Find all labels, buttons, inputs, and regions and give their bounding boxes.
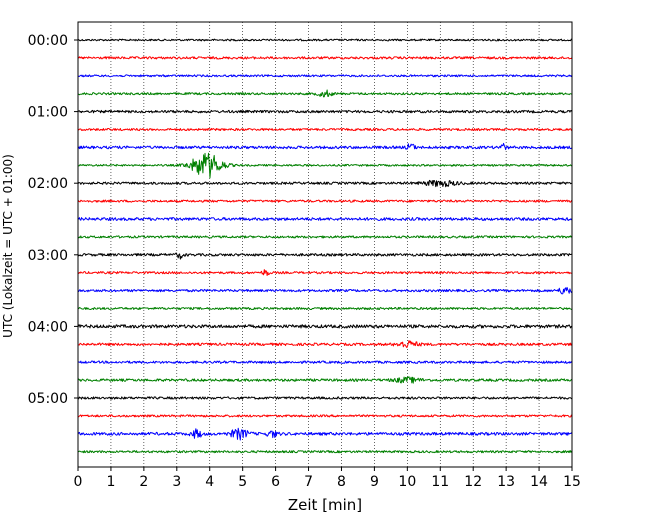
- seismic-trace-0345: [78, 306, 573, 311]
- y-axis-title: UTC (Lokalzeit = UTC + 01:00): [1, 154, 15, 338]
- x-tick-label: 14: [530, 474, 548, 490]
- x-tick-label: 11: [431, 474, 449, 490]
- x-tick-label: 0: [74, 474, 83, 490]
- seismic-trace-0545: [77, 450, 573, 454]
- seismic-trace-0415: [77, 339, 573, 349]
- y-tick-label: 02:00: [28, 176, 68, 192]
- x-axis-ticks: 0 1 2 3 4 5 6 7 8 9 10 11 12 13 14 15: [74, 467, 581, 490]
- seismic-trace-0100: [77, 109, 573, 114]
- x-tick-label: 4: [205, 474, 214, 490]
- seismic-trace-0400: [77, 324, 573, 329]
- seismic-trace-0300: [77, 252, 573, 260]
- seismic-trace-0200: [77, 179, 573, 188]
- x-tick-label: 15: [563, 474, 581, 490]
- x-axis-title: Zeit [min]: [288, 496, 362, 514]
- x-tick-label: 12: [464, 474, 482, 490]
- y-tick-label: 04:00: [28, 319, 68, 335]
- seismic-trace-0230: [77, 217, 573, 221]
- seismic-trace-0130: [77, 142, 573, 151]
- seismic-trace-0145: [77, 152, 573, 179]
- x-tick-label: 13: [497, 474, 515, 490]
- x-tick-label: 7: [304, 474, 313, 490]
- seismic-trace-0245: [77, 235, 573, 239]
- x-tick-label: 10: [398, 474, 416, 490]
- plot-frame: [77, 21, 573, 468]
- seismic-trace-0500: [77, 396, 573, 400]
- x-tick-label: 3: [172, 474, 181, 490]
- seismic-trace-0000: [77, 38, 573, 42]
- x-tick-label: 1: [106, 474, 115, 490]
- x-tick-label: 5: [238, 474, 247, 490]
- y-axis-ticks: 00:00 01:00 02:00 03:00 04:00 05:00: [28, 33, 78, 407]
- seismic-trace-0030: [77, 74, 573, 78]
- seismic-trace-0045: [77, 89, 573, 98]
- seismic-trace-0015: [77, 56, 573, 60]
- y-tick-label: 00:00: [28, 33, 68, 49]
- y-tick-label: 03:00: [28, 248, 68, 264]
- trace-group: [77, 38, 573, 454]
- seismic-trace-0530: [77, 427, 573, 441]
- seismic-trace-0430: [77, 360, 573, 364]
- y-tick-label: 05:00: [28, 391, 68, 407]
- seismic-trace-0515: [77, 414, 573, 418]
- seismic-trace-0215: [77, 199, 573, 203]
- seismic-trace-0330: [77, 286, 573, 295]
- y-tick-label: 01:00: [28, 105, 68, 121]
- seismic-trace-0445: [77, 376, 573, 384]
- seismic-trace-0315: [77, 269, 573, 277]
- grid-lines: [110, 22, 540, 467]
- x-tick-label: 8: [337, 474, 346, 490]
- x-tick-label: 6: [271, 474, 280, 490]
- seismic-trace-0115: [77, 127, 573, 132]
- x-tick-label: 9: [370, 474, 379, 490]
- x-tick-label: 2: [139, 474, 148, 490]
